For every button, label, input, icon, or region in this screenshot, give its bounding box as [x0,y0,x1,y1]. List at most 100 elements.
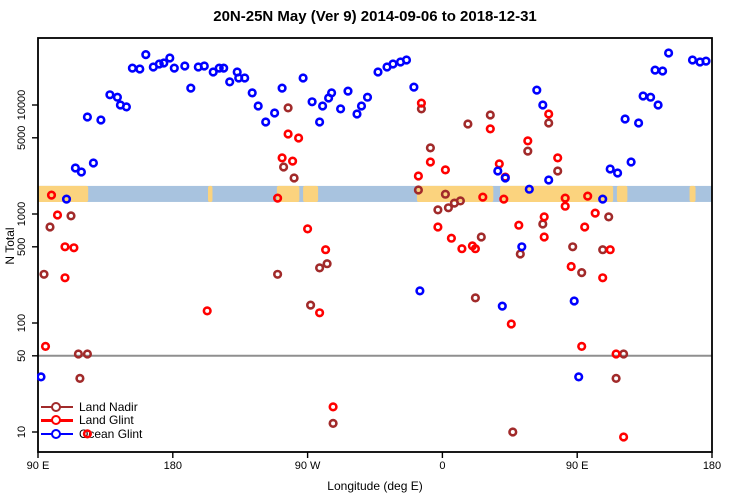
data-point-land_glint [577,341,587,352]
land-glint-marker-icon [41,415,73,426]
data-point-land_glint [560,201,570,211]
data-point-land_glint [288,156,298,166]
data-point-ocean_glint [415,286,425,296]
data-point-land_glint [303,224,313,234]
data-point-ocean_glint [121,102,131,112]
map-band-land [303,185,319,202]
data-point-land_glint [506,319,516,329]
legend-item-land-nadir: Land Nadir [41,400,142,414]
data-point-ocean_glint [277,83,287,93]
data-point-land_glint [457,244,467,254]
data-point-land_glint [539,232,549,242]
legend: Land Nadir Land Glint Ocean Glint [41,400,142,441]
data-point-land_glint [618,432,629,442]
data-point-land_glint [605,245,615,255]
data-point-land_glint [580,222,590,232]
y-tick-label: 5000 [16,126,28,150]
y-tick-label: 50 [16,350,28,362]
data-point-land_nadir [45,222,55,232]
data-point-ocean_glint [605,164,615,174]
data-point-ocean_glint [517,242,527,252]
legend-item-land-glint: Land Glint [41,413,142,427]
data-point-ocean_glint [650,65,660,75]
data-point-ocean_glint [208,67,218,77]
data-point-land_nadir [306,300,316,310]
data-point-land_glint [446,233,457,243]
map-band-land [276,185,300,202]
data-point-land_glint [544,109,554,119]
x-tick-label: 90 W [295,460,321,472]
data-point-ocean_glint [532,85,542,95]
data-point-land_glint [425,157,436,167]
data-point-ocean_glint [663,48,674,58]
data-point-ocean_glint [362,92,373,102]
data-point-land_glint [478,192,488,202]
data-point-ocean_glint [199,61,209,71]
data-point-land_glint [553,153,563,163]
y-tick-label: 10 [16,426,28,438]
data-point-ocean_glint [538,100,548,110]
data-point-ocean_glint [141,49,151,60]
data-point-land_glint [590,208,600,218]
chart-title: 20N-25N May (Ver 9) 2014-09-06 to 2018-1… [213,8,537,25]
data-point-ocean_glint [127,63,137,73]
data-point-land_glint [60,273,70,283]
data-point-land_nadir [577,268,587,278]
data-point-ocean_glint [343,86,353,96]
data-point-land_nadir [553,166,563,176]
data-point-ocean_glint [112,92,122,102]
data-point-land_glint [283,129,293,139]
x-tick-label: 0 [439,460,445,472]
data-point-land_nadir [273,269,283,279]
data-point-ocean_glint [701,56,711,66]
data-point-land_glint [494,159,504,169]
map-band-land [616,185,628,202]
data-point-ocean_glint [180,61,190,71]
data-point-land_glint [52,210,63,220]
data-point-land_nadir [604,212,614,222]
data-point-ocean_glint [186,83,196,93]
data-point-ocean_glint [657,66,668,76]
data-point-land_nadir [598,245,608,255]
data-point-ocean_glint [219,63,229,73]
data-point-land_glint [315,308,325,318]
data-point-ocean_glint [270,108,280,118]
data-point-land_nadir [455,196,466,206]
ocean-glint-marker-icon [41,428,73,439]
data-point-ocean_glint [638,91,648,101]
map-band-land [689,185,696,202]
data-point-ocean_glint [105,90,115,100]
data-point-ocean_glint [620,114,630,124]
map-band-land [416,185,494,202]
data-point-ocean_glint [70,163,80,173]
x-tick-label: 90 E [566,460,589,472]
data-point-ocean_glint [240,73,250,83]
data-point-land_glint [611,349,621,359]
points-layer [37,48,711,442]
data-point-land_glint [413,171,424,181]
data-point-ocean_glint [169,63,179,73]
y-tick-label: 10000 [16,90,28,121]
data-point-land_glint [321,245,331,255]
data-point-ocean_glint [61,194,72,204]
data-point-ocean_glint [88,158,98,168]
data-point-ocean_glint [574,372,584,382]
data-point-ocean_glint [401,55,412,65]
data-point-ocean_glint [37,372,46,382]
data-point-ocean_glint [626,157,636,167]
data-point-ocean_glint [409,82,419,92]
data-point-ocean_glint [253,101,263,111]
data-point-land_nadir [618,349,629,359]
data-point-ocean_glint [598,194,608,204]
data-point-ocean_glint [645,92,656,102]
data-point-land_nadir [463,119,473,129]
data-point-ocean_glint [76,167,86,177]
data-point-land_nadir [568,242,578,252]
data-point-land_glint [598,273,608,283]
data-point-land_nadir [73,349,83,359]
data-point-ocean_glint [159,58,169,68]
data-point-ocean_glint [247,88,257,98]
data-point-ocean_glint [569,296,579,306]
map-band-land [207,185,213,202]
